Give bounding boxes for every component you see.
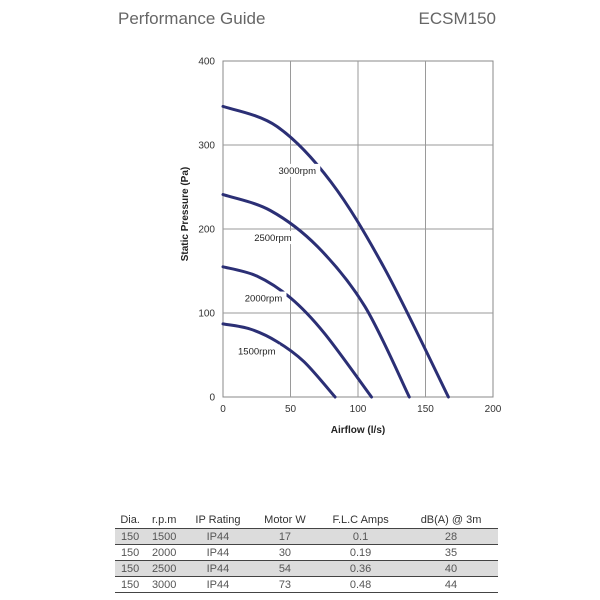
table-cell: 1500 bbox=[145, 528, 184, 545]
table-cell: 28 bbox=[404, 528, 498, 545]
table-cell: 40 bbox=[404, 560, 498, 577]
table-cell: IP44 bbox=[183, 560, 253, 577]
table-cell: 17 bbox=[252, 528, 318, 545]
page-title: Performance Guide bbox=[118, 9, 266, 28]
x-tick-label: 50 bbox=[285, 404, 297, 415]
performance-chart: 0 50 100 150 200 0 100 200 300 400 Airflow (l/s) St… bbox=[180, 57, 502, 437]
series-line-2500rpm bbox=[221, 193, 411, 399]
x-tick-label: 0 bbox=[220, 404, 226, 415]
y-tick-label: 200 bbox=[198, 225, 215, 236]
table-header-row: Dia. r.p.m IP Rating Motor W F.L.C Amps … bbox=[115, 511, 498, 529]
x-tick-label: 100 bbox=[350, 404, 367, 415]
table-cell: IP44 bbox=[183, 576, 253, 593]
series-label-1500rpm: 1500rpm bbox=[238, 346, 276, 357]
y-tick-label: 400 bbox=[198, 57, 215, 68]
column-header-motor-w: Motor W bbox=[252, 511, 318, 529]
column-header-flc-amps: F.L.C Amps bbox=[317, 511, 405, 529]
column-header-dba: dB(A) @ 3m bbox=[404, 511, 498, 529]
table-cell: 30 bbox=[252, 544, 318, 561]
series-label-3000rpm: 3000rpm bbox=[279, 166, 317, 177]
table-cell: 150 bbox=[115, 576, 146, 593]
column-header-rpm: r.p.m bbox=[145, 511, 184, 529]
table-cell: 35 bbox=[404, 544, 498, 561]
table-cell: 2000 bbox=[145, 544, 184, 561]
table-row: 150 1500 IP44 17 0.1 28 bbox=[115, 528, 498, 545]
y-tick-label: 0 bbox=[209, 393, 215, 404]
table-cell: 73 bbox=[252, 576, 318, 593]
column-header-ip-rating: IP Rating bbox=[183, 511, 253, 529]
table-cell: IP44 bbox=[183, 544, 253, 561]
series-line-2000rpm bbox=[221, 265, 373, 399]
series-label-background bbox=[274, 163, 321, 177]
table-cell: 3000 bbox=[145, 576, 184, 593]
series-label-2000rpm: 2000rpm bbox=[245, 294, 283, 305]
series-label-background bbox=[249, 231, 296, 245]
table-cell: 150 bbox=[115, 528, 146, 545]
table-cell: 150 bbox=[115, 544, 146, 561]
column-header-dia: Dia. bbox=[115, 511, 146, 529]
table-cell: 0.36 bbox=[317, 560, 405, 577]
table-row: 150 3000 IP44 73 0.48 44 bbox=[115, 576, 498, 593]
series-line-3000rpm bbox=[221, 104, 450, 399]
page-header: Performance Guide ECSM150 bbox=[0, 0, 600, 40]
x-tick-label: 200 bbox=[485, 404, 502, 415]
table-cell: 54 bbox=[252, 560, 318, 577]
table-cell: 150 bbox=[115, 560, 146, 577]
x-tick-label: 150 bbox=[417, 404, 434, 415]
table-row: 150 2500 IP44 54 0.36 40 bbox=[115, 560, 498, 577]
series-label-background bbox=[240, 291, 287, 305]
y-tick-label: 300 bbox=[198, 141, 215, 152]
table-cell: IP44 bbox=[183, 528, 253, 545]
table-cell: 0.19 bbox=[317, 544, 405, 561]
y-axis-label: Static Pressure (Pa) bbox=[180, 167, 191, 262]
series-label-background bbox=[233, 344, 280, 358]
series-label-2500rpm: 2500rpm bbox=[254, 233, 292, 244]
table-row: 150 2000 IP44 30 0.19 35 bbox=[115, 544, 498, 561]
table-cell: 0.1 bbox=[317, 528, 405, 545]
table-cell: 0.48 bbox=[317, 576, 405, 593]
table-cell: 44 bbox=[404, 576, 498, 593]
series-line-1500rpm bbox=[221, 322, 337, 399]
y-tick-label: 100 bbox=[198, 309, 215, 320]
x-axis-label: Airflow (l/s) bbox=[331, 425, 385, 436]
model-name: ECSM150 bbox=[418, 9, 496, 28]
specification-table: Dia. r.p.m IP Rating Motor W F.L.C Amps … bbox=[115, 511, 498, 593]
table-cell: 2500 bbox=[145, 560, 184, 577]
